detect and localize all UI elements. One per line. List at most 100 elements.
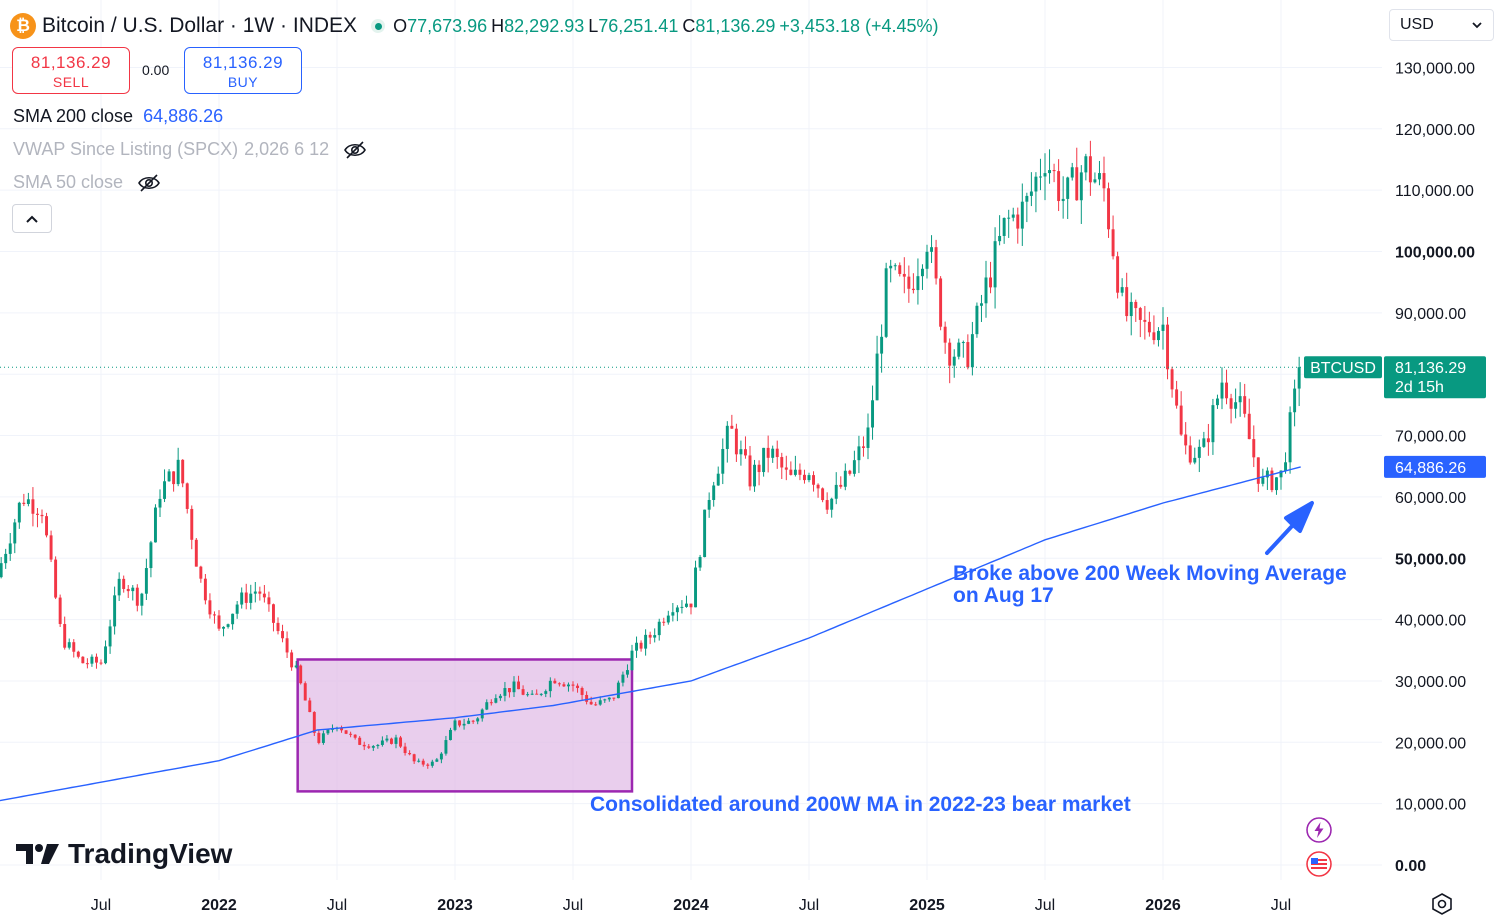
- candle-body: [684, 603, 688, 607]
- candle-body: [281, 631, 285, 639]
- candle-body: [321, 733, 325, 743]
- candle-body: [403, 746, 407, 754]
- candle-body: [276, 622, 280, 632]
- candle-body: [757, 464, 761, 473]
- candle-body: [993, 241, 997, 288]
- candle-body: [4, 553, 8, 564]
- candle-body: [108, 626, 112, 647]
- candle-body: [1052, 170, 1056, 172]
- candle-body: [1261, 477, 1265, 484]
- sell-button[interactable]: 81,136.29 SELL: [12, 47, 130, 94]
- grid-lines: [0, 0, 1382, 880]
- candle-body: [40, 514, 44, 517]
- lightning-icon[interactable]: [1306, 817, 1332, 843]
- y-tick-label: 30,000.00: [1395, 674, 1466, 691]
- candle-body: [1247, 413, 1251, 440]
- candle-body: [666, 615, 670, 623]
- candle-body: [630, 650, 634, 671]
- candle-body: [1120, 287, 1124, 293]
- candle-body: [635, 642, 639, 651]
- ohlc-close: C81,136.29: [682, 16, 775, 37]
- candle-body: [494, 698, 498, 703]
- currency-select[interactable]: USD: [1389, 9, 1494, 41]
- candle-body: [140, 593, 144, 606]
- candle-body: [31, 499, 35, 514]
- candle-body: [217, 615, 221, 629]
- candle-body: [1284, 462, 1288, 471]
- symbol-tag: [1304, 356, 1382, 379]
- indicator-sma200[interactable]: SMA 200 close 64,886.26: [13, 106, 223, 127]
- settings-icon[interactable]: [1431, 893, 1453, 915]
- eye-hidden-icon[interactable]: [343, 140, 367, 160]
- candle-body: [1025, 195, 1029, 202]
- candle-body: [517, 681, 521, 690]
- candle-body: [1161, 324, 1165, 331]
- candle-body: [875, 353, 879, 401]
- candle-body: [866, 427, 870, 448]
- candle-body: [625, 670, 629, 675]
- sma200-line: [0, 466, 1301, 802]
- candle-body: [1211, 405, 1215, 443]
- candle-body: [1097, 173, 1101, 180]
- candle-body: [716, 473, 720, 486]
- candle-body: [612, 697, 616, 699]
- candle-body: [1134, 301, 1138, 309]
- candle-body: [707, 499, 711, 510]
- indicator-vwap[interactable]: VWAP Since Listing (SPCX) 2,026 6 12: [13, 139, 367, 160]
- candle-body: [349, 733, 353, 735]
- candle-body: [979, 303, 983, 306]
- candle-body: [35, 513, 39, 515]
- arrow-icon: [1265, 501, 1314, 555]
- tradingview-logo[interactable]: TradingView: [16, 838, 232, 870]
- candle-body: [467, 720, 471, 724]
- tradingview-logo-icon: [16, 844, 59, 864]
- candle-body: [485, 702, 489, 710]
- candle-body: [430, 761, 434, 766]
- open-value: 77,673.96: [407, 15, 488, 36]
- candle-body: [344, 730, 348, 734]
- candle-body: [362, 744, 366, 747]
- symbol-title[interactable]: Bitcoin / U.S. Dollar · 1W · INDEX: [42, 14, 358, 37]
- candle-body: [1156, 330, 1160, 341]
- candle-body: [290, 652, 294, 668]
- candle-body: [435, 759, 439, 762]
- symbol-header[interactable]: ₿ Bitcoin / U.S. Dollar · 1W · INDEX O77…: [10, 10, 939, 42]
- candle-body: [843, 470, 847, 487]
- candle-body: [1116, 256, 1120, 293]
- candle-body: [766, 447, 770, 458]
- candle-body: [889, 265, 893, 269]
- candle-body: [8, 543, 12, 554]
- sma-tag: [1384, 455, 1486, 478]
- candle-body: [644, 634, 648, 649]
- candle-body: [762, 447, 766, 473]
- candle-body: [948, 342, 952, 366]
- annotations-layer: Broke above 200 Week Moving Average on Au…: [590, 501, 1347, 816]
- candle-body: [17, 502, 21, 523]
- candle-body: [920, 268, 924, 277]
- candle-body: [989, 277, 993, 288]
- candle-body: [1007, 217, 1011, 219]
- candle-body: [1079, 172, 1083, 201]
- x-tick-label: Jul: [1271, 897, 1291, 914]
- candle-body: [222, 626, 226, 629]
- candle-body: [943, 326, 947, 343]
- candle-body: [394, 737, 398, 744]
- close-value: 81,136.29: [695, 15, 776, 36]
- indicator-value: 64,886.26: [143, 106, 224, 126]
- eye-hidden-icon[interactable]: [137, 173, 161, 193]
- candles-layer: [0, 140, 1301, 769]
- candle-body: [312, 712, 316, 733]
- candle-body: [453, 720, 457, 730]
- candle-body: [576, 685, 580, 689]
- candle-body: [208, 600, 212, 615]
- indicator-sma50[interactable]: SMA 50 close: [13, 172, 161, 193]
- us-flag-icon[interactable]: [1306, 851, 1332, 877]
- candle-body: [167, 471, 171, 482]
- candle-body: [507, 688, 511, 693]
- buy-button[interactable]: 81,136.29 BUY: [184, 47, 302, 94]
- collapse-legend-button[interactable]: [12, 204, 52, 233]
- candle-body: [589, 701, 593, 705]
- candle-body: [135, 587, 139, 606]
